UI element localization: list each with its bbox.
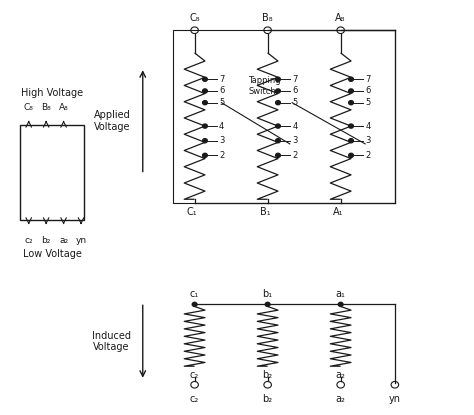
Circle shape bbox=[202, 89, 207, 93]
Text: 3: 3 bbox=[292, 136, 298, 145]
Text: 3: 3 bbox=[365, 136, 371, 145]
Text: 5: 5 bbox=[219, 98, 224, 107]
Bar bbox=[173, 30, 395, 203]
Circle shape bbox=[276, 100, 280, 105]
Text: B₈: B₈ bbox=[41, 103, 51, 112]
Circle shape bbox=[192, 302, 197, 306]
Circle shape bbox=[202, 124, 207, 128]
Text: c₁: c₁ bbox=[190, 289, 199, 300]
Text: yn: yn bbox=[389, 394, 401, 404]
Text: a₂: a₂ bbox=[336, 370, 346, 380]
Text: 6: 6 bbox=[292, 86, 298, 95]
Text: 6: 6 bbox=[365, 86, 371, 95]
Text: High Voltage: High Voltage bbox=[21, 88, 83, 98]
Circle shape bbox=[349, 77, 354, 81]
Text: A₈: A₈ bbox=[59, 103, 68, 112]
Circle shape bbox=[202, 153, 207, 157]
Circle shape bbox=[349, 89, 354, 93]
Text: b₁: b₁ bbox=[263, 289, 273, 300]
Text: C₈: C₈ bbox=[189, 13, 200, 23]
Circle shape bbox=[276, 153, 280, 157]
Text: b₂: b₂ bbox=[263, 394, 273, 404]
Circle shape bbox=[349, 124, 354, 128]
Text: 7: 7 bbox=[365, 75, 371, 84]
Text: Induced
Voltage: Induced Voltage bbox=[92, 331, 131, 352]
Circle shape bbox=[202, 100, 207, 105]
Text: 7: 7 bbox=[219, 75, 225, 84]
Text: 4: 4 bbox=[365, 122, 370, 131]
Text: 2: 2 bbox=[365, 151, 370, 160]
Text: Low Voltage: Low Voltage bbox=[23, 249, 82, 259]
Text: c₂: c₂ bbox=[190, 370, 199, 380]
Circle shape bbox=[276, 124, 280, 128]
Text: 3: 3 bbox=[219, 136, 225, 145]
Text: 4: 4 bbox=[219, 122, 224, 131]
Text: 6: 6 bbox=[219, 86, 225, 95]
Text: 2: 2 bbox=[219, 151, 224, 160]
Circle shape bbox=[349, 139, 354, 143]
Text: 2: 2 bbox=[292, 151, 297, 160]
Text: A₁: A₁ bbox=[333, 207, 344, 217]
Text: 5: 5 bbox=[365, 98, 370, 107]
Circle shape bbox=[338, 302, 343, 306]
Text: a₂: a₂ bbox=[336, 394, 346, 404]
Text: C₈: C₈ bbox=[24, 103, 34, 112]
Text: 5: 5 bbox=[292, 98, 297, 107]
Text: C₁: C₁ bbox=[187, 207, 198, 217]
Text: Tapping
Switch: Tapping Switch bbox=[248, 76, 281, 96]
Text: B₁: B₁ bbox=[260, 207, 271, 217]
Text: B₈: B₈ bbox=[262, 13, 273, 23]
Circle shape bbox=[276, 139, 280, 143]
Text: A₈: A₈ bbox=[336, 13, 346, 23]
Text: 7: 7 bbox=[292, 75, 298, 84]
Circle shape bbox=[202, 77, 207, 81]
Text: a₂: a₂ bbox=[59, 236, 68, 244]
Circle shape bbox=[265, 302, 270, 306]
Text: Applied
Voltage: Applied Voltage bbox=[94, 110, 131, 132]
Text: a₁: a₁ bbox=[336, 289, 346, 300]
Circle shape bbox=[349, 100, 354, 105]
Text: 4: 4 bbox=[292, 122, 297, 131]
Text: b₂: b₂ bbox=[263, 370, 273, 380]
Text: c₂: c₂ bbox=[190, 394, 199, 404]
Circle shape bbox=[276, 89, 280, 93]
Circle shape bbox=[202, 139, 207, 143]
Text: c₂: c₂ bbox=[24, 236, 33, 244]
Text: b₂: b₂ bbox=[41, 236, 51, 244]
Text: yn: yn bbox=[75, 236, 87, 244]
Bar bbox=[20, 125, 84, 220]
Circle shape bbox=[276, 77, 280, 81]
Circle shape bbox=[349, 153, 354, 157]
